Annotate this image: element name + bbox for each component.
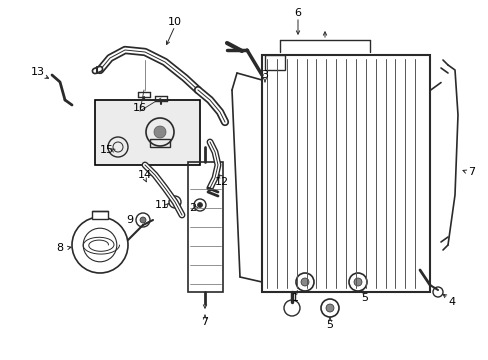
Text: 1: 1	[291, 293, 298, 303]
Text: 7: 7	[201, 317, 208, 327]
Text: 9: 9	[126, 215, 133, 225]
Text: 7: 7	[468, 167, 475, 177]
Circle shape	[172, 199, 177, 204]
Bar	[187, 162, 223, 292]
Circle shape	[301, 278, 308, 286]
Text: 12: 12	[215, 177, 228, 187]
Text: 6: 6	[294, 8, 301, 18]
Circle shape	[353, 278, 361, 286]
Circle shape	[140, 217, 146, 223]
Text: 16: 16	[133, 103, 147, 113]
Circle shape	[154, 126, 165, 138]
Circle shape	[197, 202, 202, 207]
Text: 5: 5	[326, 320, 333, 330]
Text: 11: 11	[155, 200, 169, 210]
Text: 2: 2	[189, 203, 196, 213]
Text: 15: 15	[100, 145, 114, 155]
Bar	[95, 100, 200, 165]
Bar	[150, 139, 170, 147]
Text: 8: 8	[56, 243, 63, 253]
Text: 10: 10	[168, 17, 182, 27]
Text: 5: 5	[361, 293, 368, 303]
Text: 3: 3	[261, 70, 268, 80]
Text: 4: 4	[447, 297, 455, 307]
Bar	[264, 55, 285, 70]
Bar	[262, 55, 429, 292]
Text: 14: 14	[138, 170, 152, 180]
Circle shape	[325, 304, 333, 312]
Bar	[92, 211, 108, 219]
Text: 13: 13	[31, 67, 45, 77]
